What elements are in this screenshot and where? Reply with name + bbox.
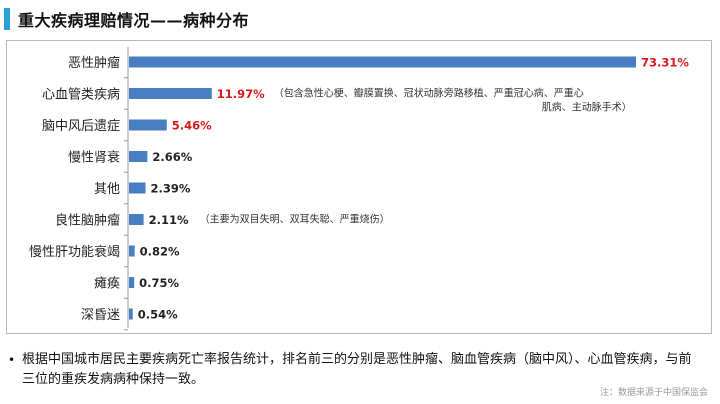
bar [129, 214, 144, 225]
bar [129, 88, 212, 99]
footnote-text: 根据中国城市居民主要疾病死亡率报告统计，排名前三的分别是恶性肿瘤、脑血管疾病（脑… [22, 352, 692, 387]
footnote: • 根据中国城市居民主要疾病死亡率报告统计，排名前三的分别是恶性肿瘤、脑血管疾病… [8, 350, 702, 390]
category-label: 瘫痪 [94, 276, 120, 292]
category-label: 深昏迷 [81, 308, 120, 323]
category-label: 心血管类疾病 [42, 88, 120, 103]
bar-chart: 恶性肿瘤 73.31% 心血管类疾病 11.97% （包含急性心梗、瓣膜置换、冠状动脉旁… [29, 47, 689, 331]
source-note: 注：数据来源于中国保监会 [599, 388, 708, 398]
bar [129, 151, 148, 162]
value-label: 73.31% [641, 56, 689, 70]
bar [129, 56, 636, 68]
value-label: 11.97% [217, 87, 265, 101]
category-label: 良性脑肿瘤 [55, 213, 120, 229]
category-label: 慢性肝功能衰竭 [29, 244, 120, 260]
bar [129, 182, 146, 194]
category-label: 脑中风后遗症 [42, 119, 120, 134]
value-label: 0.75% [139, 276, 179, 290]
category-label: 恶性肿瘤 [68, 55, 120, 71]
annotation-note: （主要为双目失明、双耳失聪、严重烧伤） [200, 213, 390, 226]
bar [129, 245, 135, 257]
value-label: 2.66% [152, 150, 192, 164]
value-label: 2.11% [149, 213, 189, 227]
bullet-icon: • [8, 353, 16, 367]
annotation-note: （包含急性心梗、瓣膜置换、冠状动脉旁路移植、严重冠心病、严重心 [274, 87, 584, 100]
value-label: 5.46% [172, 119, 212, 133]
title-accent-bar [4, 8, 10, 30]
bar [129, 277, 135, 288]
value-label: 2.39% [151, 182, 191, 196]
value-label: 0.54% [138, 308, 178, 322]
chart-panel: 恶性肿瘤 73.31% 心血管类疾病 11.97% （包含急性心梗、瓣膜置换、冠状动脉旁… [6, 40, 712, 334]
bar [129, 119, 167, 131]
value-label: 0.82% [140, 245, 180, 259]
page-title: 重大疾病理赔情况——病种分布 [18, 11, 250, 30]
bar [129, 308, 133, 320]
annotation-note: 肌病、主动脉手术） [542, 101, 632, 114]
category-label: 其他 [94, 182, 120, 197]
category-label: 慢性肾衰 [68, 150, 120, 166]
title-bar: 重大疾病理赔情况——病种分布 [4, 6, 249, 32]
